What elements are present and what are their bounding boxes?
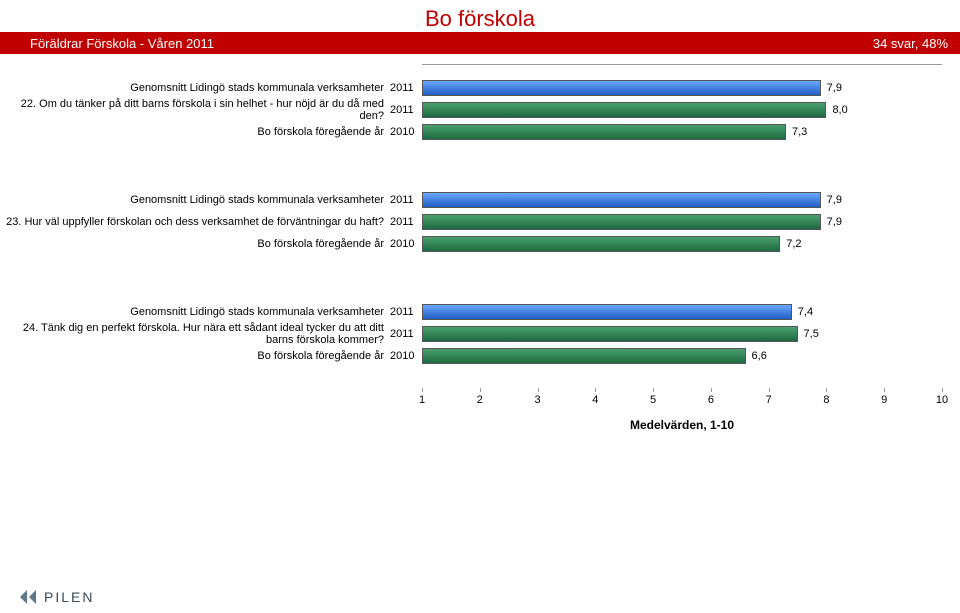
row-plot: 8,0 (422, 100, 942, 120)
row-plot: 7,2 (422, 234, 942, 254)
chevron-left-icon (20, 590, 29, 604)
axis-tick: 8 (823, 394, 829, 406)
axis-tick-mark (480, 388, 481, 392)
axis-tick-mark (711, 388, 712, 392)
chevron-left-icon (29, 590, 38, 604)
row-plot: 7,3 (422, 122, 942, 142)
bar-row: Bo förskola föregående år2010 7,3 (0, 122, 960, 142)
axis-baseline (422, 64, 942, 65)
bar (422, 214, 821, 230)
row-plot: 7,5 (422, 324, 942, 344)
bar-value-label: 7,3 (792, 126, 807, 138)
bar-value-label: 7,5 (804, 328, 819, 340)
bar-value-label: 8,0 (832, 104, 847, 116)
axis-tick-mark (769, 388, 770, 392)
axis-title: Medelvärden, 1-10 (422, 418, 942, 432)
row-year: 2011 (390, 306, 422, 318)
axis-tick: 4 (592, 394, 598, 406)
logo-chevrons (20, 590, 38, 604)
row-label: 22. Om du tänker på ditt barns förskola … (0, 98, 390, 122)
bar-row: Bo förskola föregående år2010 7,2 (0, 234, 960, 254)
bar (422, 124, 786, 140)
bar-row: Genomsnitt Lidingö stads kommunala verks… (0, 190, 960, 210)
axis-tick: 7 (766, 394, 772, 406)
row-plot: 7,9 (422, 212, 942, 232)
row-year: 2010 (390, 238, 422, 250)
row-label: Bo förskola föregående år (0, 238, 390, 250)
bar-value-label: 7,9 (827, 82, 842, 94)
bar-value-label: 7,9 (827, 194, 842, 206)
bar-row: 23. Hur väl uppfyller förskolan och dess… (0, 212, 960, 232)
axis-tick: 5 (650, 394, 656, 406)
axis-tick: 3 (534, 394, 540, 406)
row-label: Bo förskola föregående år (0, 126, 390, 138)
axis-tick-mark (422, 388, 423, 392)
row-plot: 7,4 (422, 302, 942, 322)
axis-tick-mark (595, 388, 596, 392)
axis-tick-mark (884, 388, 885, 392)
axis-tick-mark (826, 388, 827, 392)
row-year: 2011 (390, 82, 422, 94)
bar-row: Bo förskola föregående år2010 6,6 (0, 346, 960, 366)
bar (422, 348, 746, 364)
row-year: 2011 (390, 194, 422, 206)
logo-text: PILEN (44, 589, 94, 605)
axis-tick: 1 (419, 394, 425, 406)
footer-logo: PILEN (20, 589, 94, 605)
row-year: 2011 (390, 104, 422, 116)
bar-value-label: 7,2 (786, 238, 801, 250)
bar-row: 22. Om du tänker på ditt barns förskola … (0, 100, 960, 120)
bar-groups: Genomsnitt Lidingö stads kommunala verks… (0, 78, 960, 366)
bar-group: Genomsnitt Lidingö stads kommunala verks… (0, 190, 960, 254)
axis-tick-mark (538, 388, 539, 392)
header-band: Föräldrar Förskola - Våren 2011 34 svar,… (0, 32, 960, 54)
axis-tick: 9 (881, 394, 887, 406)
tick-row: 12345678910 (422, 394, 942, 414)
bar (422, 102, 826, 118)
row-year: 2010 (390, 126, 422, 138)
bar-row: Genomsnitt Lidingö stads kommunala verks… (0, 78, 960, 98)
header-right-text: 34 svar, 48% (873, 36, 960, 51)
bar-row: 24. Tänk dig en perfekt förskola. Hur nä… (0, 324, 960, 344)
bar-value-label: 7,9 (827, 216, 842, 228)
bar-group: Genomsnitt Lidingö stads kommunala verks… (0, 78, 960, 142)
bar (422, 192, 821, 208)
bar-value-label: 6,6 (752, 350, 767, 362)
header-left-text: Föräldrar Förskola - Våren 2011 (0, 36, 873, 51)
bar (422, 80, 821, 96)
axis-tick: 2 (477, 394, 483, 406)
row-label: Genomsnitt Lidingö stads kommunala verks… (0, 82, 390, 94)
row-plot: 7,9 (422, 78, 942, 98)
row-year: 2011 (390, 328, 422, 340)
bar-group: Genomsnitt Lidingö stads kommunala verks… (0, 302, 960, 366)
x-axis: 1 2 3 4 5 6 7 8 9 10 Medelvärden, 1-10 (0, 394, 960, 432)
bar-row: Genomsnitt Lidingö stads kommunala verks… (0, 302, 960, 322)
page: Bo förskola Föräldrar Förskola - Våren 2… (0, 0, 960, 613)
bar (422, 304, 792, 320)
row-plot: 6,6 (422, 346, 942, 366)
chart-area: Genomsnitt Lidingö stads kommunala verks… (0, 64, 960, 563)
axis-tick-mark (653, 388, 654, 392)
row-label: 23. Hur väl uppfyller förskolan och dess… (0, 216, 390, 228)
bar (422, 326, 798, 342)
axis-tick: 10 (936, 394, 948, 406)
row-year: 2011 (390, 216, 422, 228)
row-year: 2010 (390, 350, 422, 362)
row-label: Genomsnitt Lidingö stads kommunala verks… (0, 306, 390, 318)
row-label: 24. Tänk dig en perfekt förskola. Hur nä… (0, 322, 390, 346)
bar-value-label: 7,4 (798, 306, 813, 318)
axis-tick-mark (942, 388, 943, 392)
row-plot: 7,9 (422, 190, 942, 210)
bar (422, 236, 780, 252)
row-label: Bo förskola föregående år (0, 350, 390, 362)
row-label: Genomsnitt Lidingö stads kommunala verks… (0, 194, 390, 206)
axis-tick: 6 (708, 394, 714, 406)
page-title: Bo förskola (0, 6, 960, 32)
